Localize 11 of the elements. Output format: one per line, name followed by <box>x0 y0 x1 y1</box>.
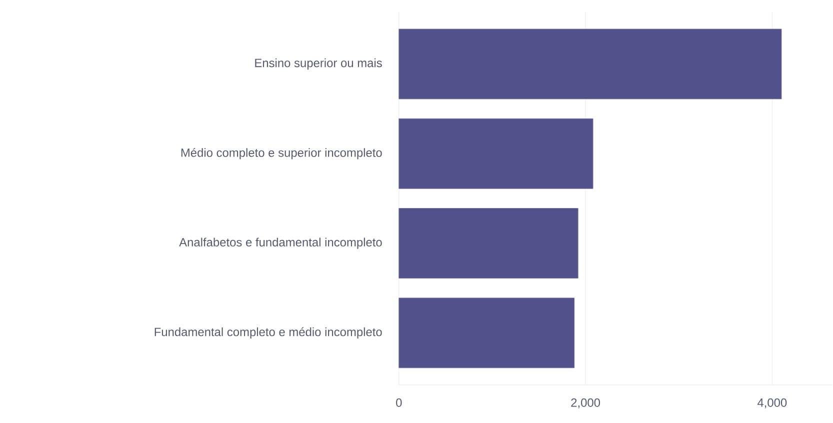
bar <box>398 28 782 100</box>
bar <box>398 208 578 279</box>
x-tick-label: 4,000 <box>757 398 787 408</box>
x-tick-label: 0 <box>396 398 402 407</box>
bar <box>398 118 594 189</box>
bar <box>398 298 575 368</box>
y-tick-label: Analfabetos e fundamental incompleto <box>179 238 382 249</box>
y-tick-label: Ensino superior ou mais <box>255 58 382 70</box>
y-tick-label: Fundamental completo e médio incompleto <box>154 327 382 339</box>
y-tick-label: Médio completo e superior incompleto <box>181 148 382 160</box>
x-tick-label: 2,000 <box>571 398 600 408</box>
